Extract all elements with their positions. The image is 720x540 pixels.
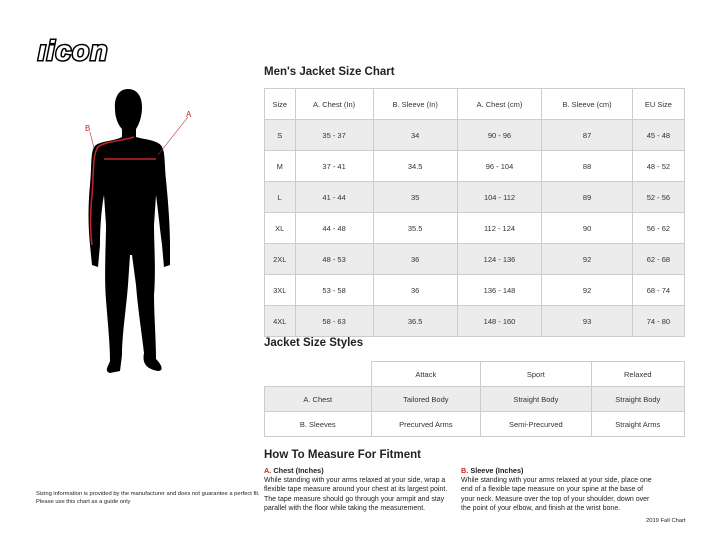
label-a: A <box>186 110 192 119</box>
chest-text: While standing with your arms relaxed at… <box>264 477 448 512</box>
cell: 74 - 80 <box>631 305 686 337</box>
header-cell: B. Sleeve (In) <box>372 88 458 120</box>
cell: 88 <box>541 150 633 182</box>
svg-text:ıicon: ıicon <box>38 38 108 64</box>
cell: 41 - 44 <box>294 181 374 213</box>
cell: Straight Body <box>480 386 592 412</box>
cell: M <box>264 150 296 182</box>
header-cell: B. Sleeve (cm) <box>541 88 633 120</box>
cell: 58 - 63 <box>294 305 374 337</box>
cell: 35.5 <box>372 212 458 244</box>
measure-title: How To Measure For Fitment <box>264 449 421 461</box>
cell: 35 <box>372 181 458 213</box>
cell: 92 <box>541 274 633 306</box>
icon-logo: ıicon ıicon <box>37 38 109 64</box>
cell: Straight Body <box>590 386 686 412</box>
size-chart-table: Size A. Chest (In) B. Sleeve (In) A. Che… <box>264 88 686 337</box>
cell: 35 - 37 <box>294 119 374 151</box>
letter-a: A. <box>264 466 272 475</box>
disclaimer: Sizing information is provided by the ma… <box>36 491 260 506</box>
cell: 36 <box>372 243 458 275</box>
cell: 89 <box>541 181 633 213</box>
cell: 96 - 104 <box>456 150 543 182</box>
cell: 87 <box>541 119 633 151</box>
table-row: M 37 - 41 34.5 96 - 104 88 48 - 52 <box>264 150 686 182</box>
cell: 45 - 48 <box>631 119 686 151</box>
sleeve-text: While standing with your arms relaxed at… <box>461 477 652 512</box>
sleeve-heading: Sleeve (Inches) <box>470 466 524 475</box>
cell: 90 - 96 <box>456 119 543 151</box>
cell: 4XL <box>264 305 296 337</box>
table-header-row: Size A. Chest (In) B. Sleeve (In) A. Che… <box>264 88 686 120</box>
styles-table: Attack Sport Relaxed A. Chest Tailored B… <box>264 361 686 437</box>
cell: 36.5 <box>372 305 458 337</box>
cell: 48 - 53 <box>294 243 374 275</box>
cell: Straight Arms <box>590 411 686 437</box>
table-row: B. Sleeves Precurved Arms Semi-Precurved… <box>264 411 686 437</box>
table-row: 2XL 48 - 53 36 124 - 136 92 62 - 68 <box>264 243 686 275</box>
cell: 62 - 68 <box>631 243 686 275</box>
table-header-row: Attack Sport Relaxed <box>264 361 686 387</box>
cell: 44 - 48 <box>294 212 374 244</box>
disclaimer-line: Sizing information is provided by the ma… <box>36 491 260 497</box>
cell: 112 - 124 <box>456 212 543 244</box>
cell: 36 <box>372 274 458 306</box>
disclaimer-line: Please use this chart as a guide only <box>36 498 131 505</box>
cell: 90 <box>541 212 633 244</box>
table-row: 4XL 58 - 63 36.5 148 - 160 93 74 - 80 <box>264 305 686 337</box>
chest-instructions: A. Chest (Inches) While standing with yo… <box>264 466 459 513</box>
cell: A. Chest <box>264 386 372 412</box>
body-silhouette <box>88 89 189 373</box>
cell: B. Sleeves <box>264 411 372 437</box>
cell: 93 <box>541 305 633 337</box>
cell: 3XL <box>264 274 296 306</box>
cell: 56 - 62 <box>631 212 686 244</box>
cell: 52 - 56 <box>631 181 686 213</box>
header-cell: A. Chest (cm) <box>456 88 543 120</box>
header-cell: Size <box>264 88 296 120</box>
table-row: L 41 - 44 35 104 - 112 89 52 - 56 <box>264 181 686 213</box>
table-row: XL 44 - 48 35.5 112 - 124 90 56 - 62 <box>264 212 686 244</box>
chest-heading: Chest (Inches) <box>273 466 324 475</box>
table-row: 3XL 53 - 58 36 136 - 148 92 68 - 74 <box>264 274 686 306</box>
cell: S <box>264 119 296 151</box>
styles-title: Jacket Size Styles <box>264 337 364 349</box>
header-cell: Relaxed <box>590 361 686 387</box>
label-b: B <box>85 124 91 133</box>
edition-label: 2019 Fall Chart <box>646 518 686 524</box>
cell: 68 - 74 <box>631 274 686 306</box>
cell: 104 - 112 <box>456 181 543 213</box>
cell: Precurved Arms <box>370 411 482 437</box>
header-cell: Attack <box>370 361 482 387</box>
table-row: S 35 - 37 34 90 - 96 87 45 - 48 <box>264 119 686 151</box>
cell: 53 - 58 <box>294 274 374 306</box>
letter-b: B. <box>461 466 469 475</box>
cell: 92 <box>541 243 633 275</box>
empty-cell <box>264 361 371 387</box>
sleeve-instructions: B. Sleeve (Inches) While standing with y… <box>461 466 656 513</box>
cell: 34.5 <box>372 150 458 182</box>
svg-text:ıicon: ıicon <box>38 38 108 64</box>
cell: Semi-Precurved <box>480 411 592 437</box>
table-row: A. Chest Tailored Body Straight Body Str… <box>264 386 686 412</box>
header-cell: A. Chest (In) <box>294 88 374 120</box>
cell: 48 - 52 <box>631 150 686 182</box>
cell: 37 - 41 <box>294 150 374 182</box>
cell: Tailored Body <box>370 386 482 412</box>
cell: L <box>264 181 296 213</box>
cell: XL <box>264 212 296 244</box>
cell: 124 - 136 <box>456 243 543 275</box>
size-chart-title: Men's Jacket Size Chart <box>264 66 395 78</box>
header-cell: EU Size <box>631 88 686 120</box>
cell: 34 <box>372 119 458 151</box>
cell: 136 - 148 <box>456 274 543 306</box>
header-cell: Sport <box>480 361 592 387</box>
cell: 2XL <box>264 243 296 275</box>
cell: 148 - 160 <box>456 305 543 337</box>
